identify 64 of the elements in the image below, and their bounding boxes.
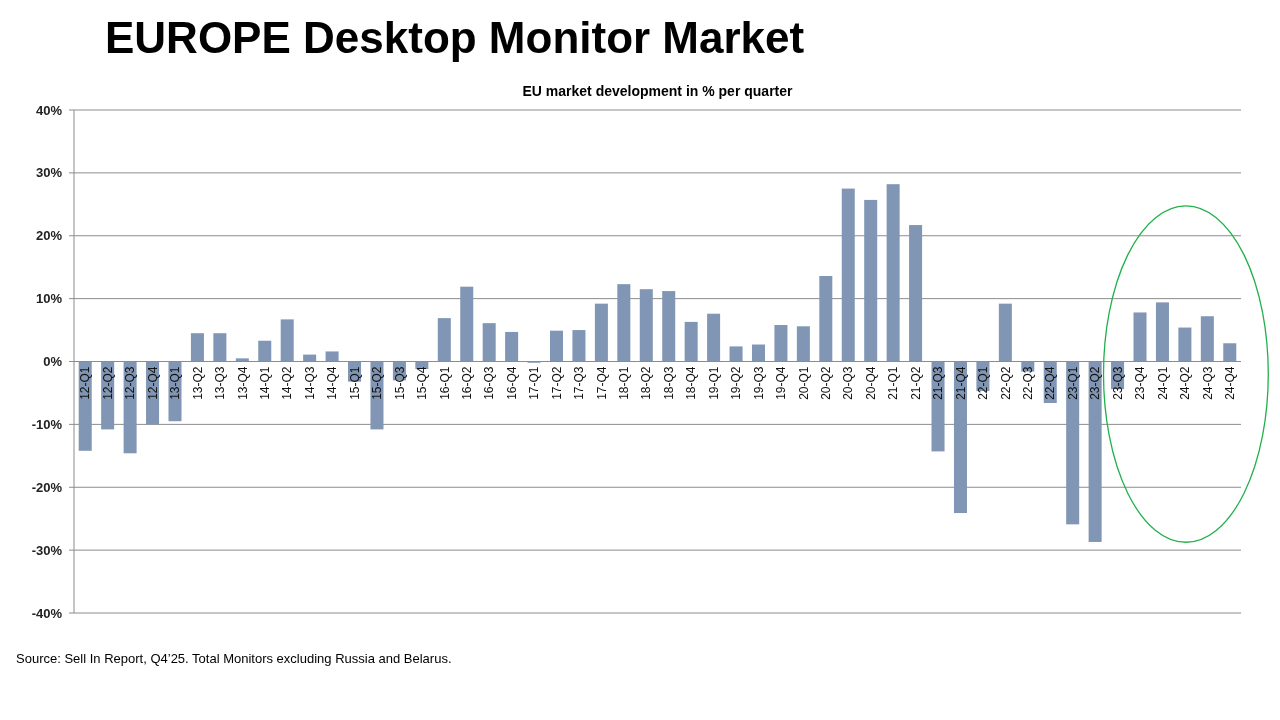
x-tick-label: 18-Q1 xyxy=(617,366,632,400)
x-tick-label: 13-Q3 xyxy=(213,366,228,400)
x-tick-label: 17-Q3 xyxy=(572,366,587,400)
x-tick-label: 20-Q1 xyxy=(796,366,811,400)
x-tick-label: 20-Q4 xyxy=(863,366,878,400)
x-tick-label: 19-Q1 xyxy=(706,366,721,400)
y-tick-label: -40% xyxy=(31,605,63,621)
x-tick-label: 24-Q1 xyxy=(1155,366,1170,400)
x-tick-label: 22-Q3 xyxy=(1021,366,1035,400)
x-tick-label: 13-Q2 xyxy=(190,366,205,400)
x-tick-label: 24-Q3 xyxy=(1200,366,1215,400)
y-tick-label: -10% xyxy=(31,416,63,432)
x-tick-label: 16-Q3 xyxy=(482,366,497,400)
x-tick-label: 12-Q2 xyxy=(100,366,115,400)
x-tick-label: 17-Q4 xyxy=(594,366,609,400)
x-tick-label: 18-Q4 xyxy=(684,366,699,400)
x-tick-label: 19-Q2 xyxy=(729,366,744,400)
x-tick-label: 24-Q2 xyxy=(1178,366,1193,400)
x-tick-label: 12-Q4 xyxy=(145,366,160,400)
x-tick-label: 19-Q3 xyxy=(751,366,766,400)
y-tick-label: 40% xyxy=(35,102,63,118)
x-tick-label: 12-Q1 xyxy=(78,366,93,400)
x-tick-label: 16-Q2 xyxy=(459,366,474,400)
chart-title: EUROPE Desktop Monitor Market xyxy=(105,13,805,62)
x-tick-label: 23-Q1 xyxy=(1065,366,1080,400)
x-tick-label: 16-Q1 xyxy=(437,366,452,400)
x-tick-label: 24-Q4 xyxy=(1222,366,1237,400)
x-tick-label: 21-Q2 xyxy=(908,366,923,400)
y-tick-label: 10% xyxy=(35,291,63,307)
x-tick-label: 21-Q3 xyxy=(931,366,946,400)
x-tick-label: 14-Q3 xyxy=(302,366,317,400)
y-tick-label: -20% xyxy=(31,479,63,495)
x-tick-label: 18-Q2 xyxy=(639,366,654,400)
y-tick-label: 20% xyxy=(35,228,63,244)
x-tick-label: 21-Q4 xyxy=(953,366,968,400)
x-tick-label: 12-Q3 xyxy=(123,366,138,400)
x-tick-label: 15-Q3 xyxy=(392,366,407,400)
x-tick-label: 20-Q2 xyxy=(819,366,834,400)
x-tick-label: 16-Q4 xyxy=(504,366,519,400)
x-tick-label: 23-Q4 xyxy=(1133,366,1148,400)
x-tick-label: 19-Q4 xyxy=(774,366,789,400)
x-tick-label: 14-Q1 xyxy=(257,366,272,400)
x-tick-label: 23-Q2 xyxy=(1088,366,1103,400)
y-tick-label: -30% xyxy=(31,542,63,558)
y-tick-label: 0% xyxy=(43,354,63,370)
x-tick-label: 15-Q4 xyxy=(415,366,430,400)
x-tick-label: 22-Q1 xyxy=(976,366,991,400)
x-tick-label: 15-Q1 xyxy=(347,366,362,400)
x-tick-label: 13-Q1 xyxy=(168,366,183,400)
x-tick-label: 14-Q2 xyxy=(280,366,295,400)
x-tick-label: 17-Q1 xyxy=(527,366,542,400)
x-tick-label: 22-Q4 xyxy=(1043,366,1058,400)
x-tick-label: 15-Q2 xyxy=(370,366,385,400)
x-tick-label: 14-Q4 xyxy=(325,366,340,400)
source-note: Source: Sell In Report, Q4’25. Total Monitors excluding Russia and Belarus. xyxy=(16,651,452,666)
x-tick-label: 17-Q2 xyxy=(549,366,564,400)
x-tick-label: 13-Q4 xyxy=(235,366,250,400)
x-tick-label: 21-Q1 xyxy=(886,366,901,400)
x-tick-label: 18-Q3 xyxy=(661,366,676,400)
y-tick-label: 30% xyxy=(35,165,63,181)
x-tick-label: 20-Q3 xyxy=(841,366,856,400)
x-tick-label: 23-Q3 xyxy=(1110,366,1125,400)
x-tick-label: 22-Q2 xyxy=(998,366,1013,400)
chart-subtitle: EU market development in % per quarter xyxy=(522,83,794,99)
